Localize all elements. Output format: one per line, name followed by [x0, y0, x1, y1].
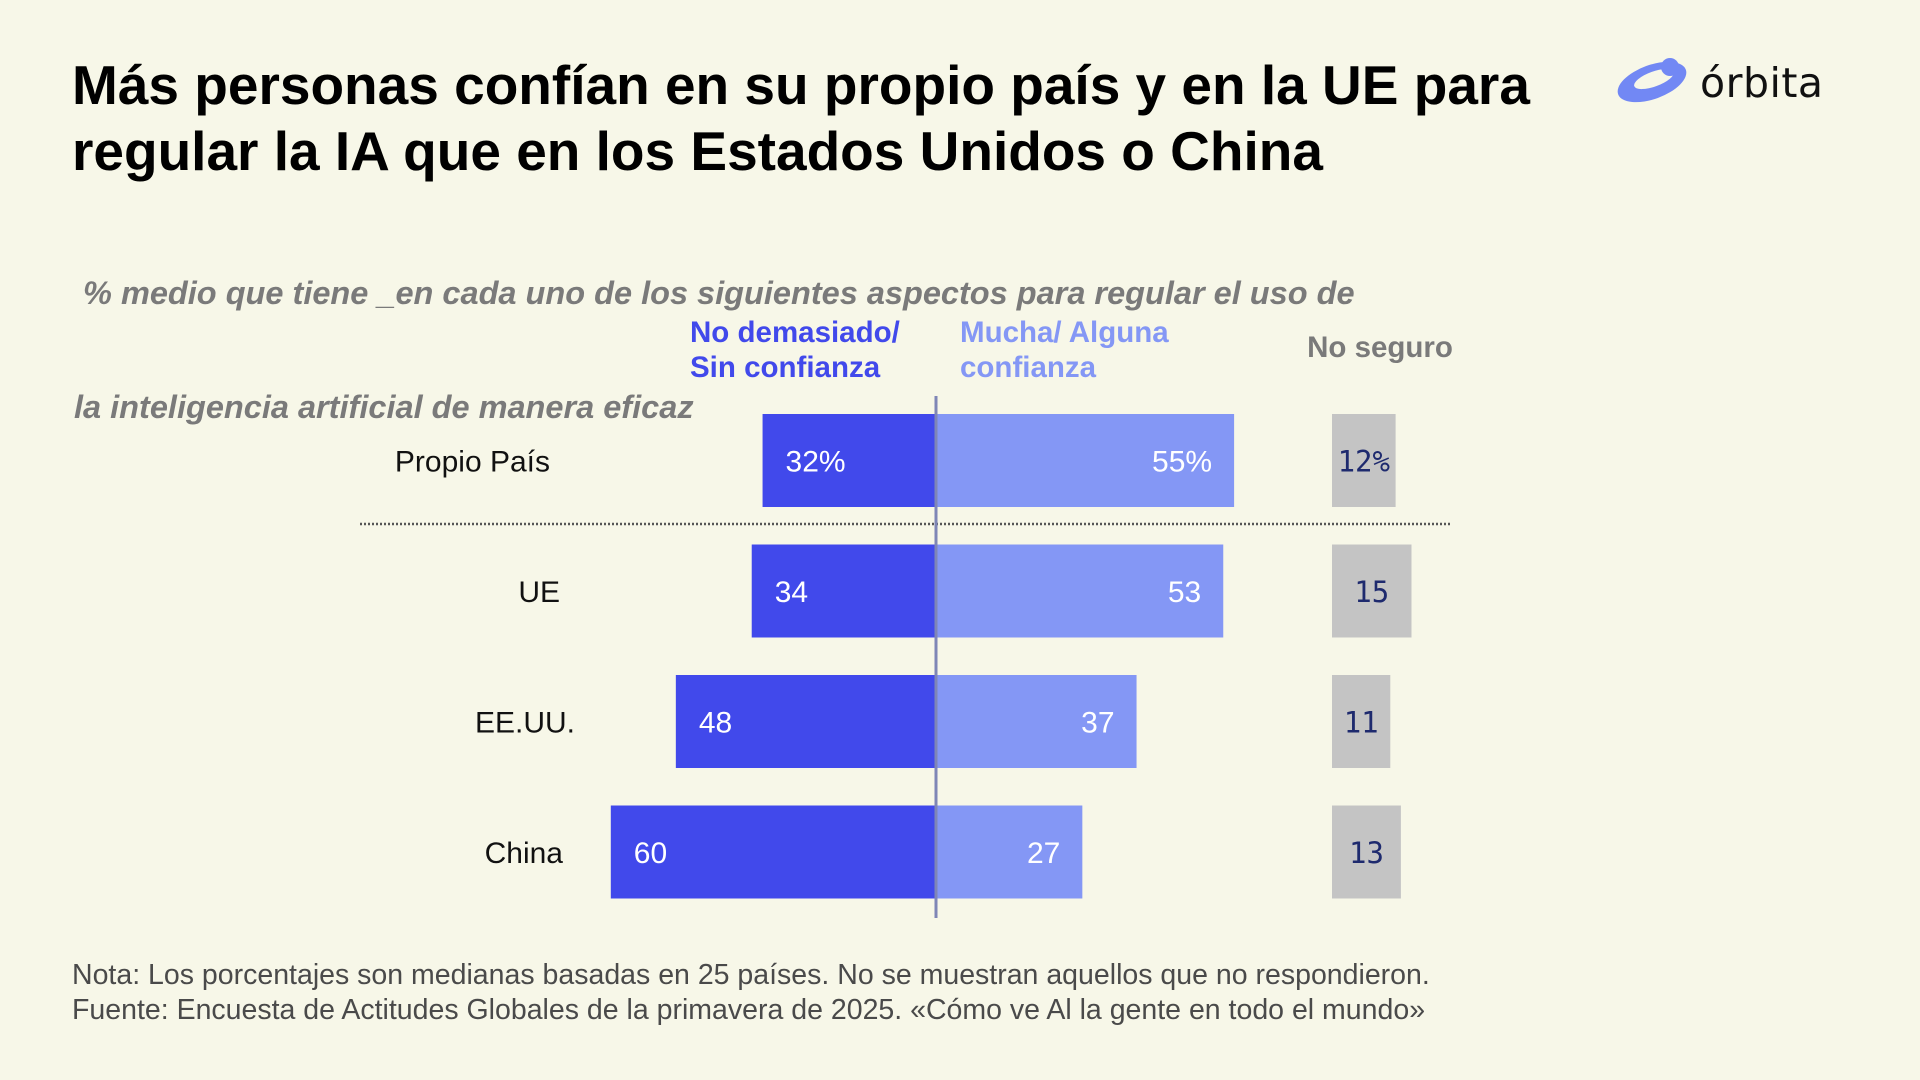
bar-no-seguro-3 [1332, 675, 1391, 768]
chart-subtitle: % medio que tiene _en cada uno de los si… [74, 198, 1494, 464]
logo-wordmark: órbita [1700, 59, 1824, 107]
data-label-confianza-3: 37 [1081, 707, 1114, 740]
bar-no-confianza-3 [675, 675, 936, 768]
bar-no-seguro-4 [1332, 805, 1401, 899]
legend-label-2-line-1: Mucha/ Alguna [960, 316, 1169, 349]
category-label-2: UE [518, 576, 560, 609]
footer-source: Fuente: Encuesta de Actitudes Globales d… [72, 994, 1426, 1026]
bar-no-seguro-1 [1332, 414, 1396, 507]
chart-footer: Nota: Los porcentajes son medianas basad… [72, 958, 1772, 1028]
legend-label-1-line-2: Sin confianza [690, 351, 881, 384]
chart-title-line-2: regular la IA que en los Estados Unidos … [72, 120, 1323, 182]
legend-label-3-line-1: No seguro [1307, 331, 1453, 364]
data-label-no-seguro-1: 12% [1338, 445, 1390, 479]
data-label-no-confianza-2: 34 [775, 576, 808, 609]
data-label-no-confianza-3: 48 [699, 707, 732, 740]
chart-subtitle-line-1: % medio que tiene _en cada uno de los si… [74, 275, 1355, 311]
bar-confianza-1 [936, 414, 1235, 507]
data-label-no-seguro-4: 13 [1349, 836, 1384, 870]
legend-label-2-line-2: confianza [960, 351, 1097, 384]
bar-no-confianza-1 [762, 414, 936, 507]
orbit-ring-icon [1617, 58, 1687, 103]
data-label-no-seguro-2: 15 [1354, 575, 1389, 609]
bar-confianza-3 [936, 675, 1137, 768]
footer-note: Nota: Los porcentajes son medianas basad… [72, 959, 1430, 991]
data-label-confianza-1: 55% [1152, 446, 1212, 479]
bar-no-seguro-2 [1332, 544, 1412, 638]
data-label-no-confianza-4: 60 [634, 837, 667, 870]
data-label-confianza-4: 27 [1027, 837, 1060, 870]
chart-subtitle-line-2: la inteligencia artificial de manera efi… [74, 389, 694, 425]
data-label-no-confianza-1: 32% [786, 446, 846, 479]
orbita-logo: órbita [1612, 48, 1824, 118]
bar-no-confianza-2 [751, 544, 936, 638]
chart-title: Más personas confían en su propio país y… [72, 52, 1592, 184]
category-label-1: Propio País [395, 446, 550, 479]
category-label-3: EE.UU. [475, 707, 575, 740]
diverging-bar-chart: No demasiado/Sin confianza Mucha/ Algunac… [360, 316, 1453, 918]
legend-label-1-line-1: No demasiado/ [690, 316, 900, 349]
bar-confianza-4 [936, 805, 1083, 899]
bar-confianza-2 [936, 544, 1224, 638]
bar-no-confianza-4 [610, 805, 936, 899]
data-label-confianza-2: 53 [1168, 576, 1201, 609]
chart-title-line-1: Más personas confían en su propio país y… [72, 54, 1530, 116]
data-label-no-seguro-3: 11 [1344, 706, 1379, 740]
category-label-4: China [485, 837, 564, 870]
